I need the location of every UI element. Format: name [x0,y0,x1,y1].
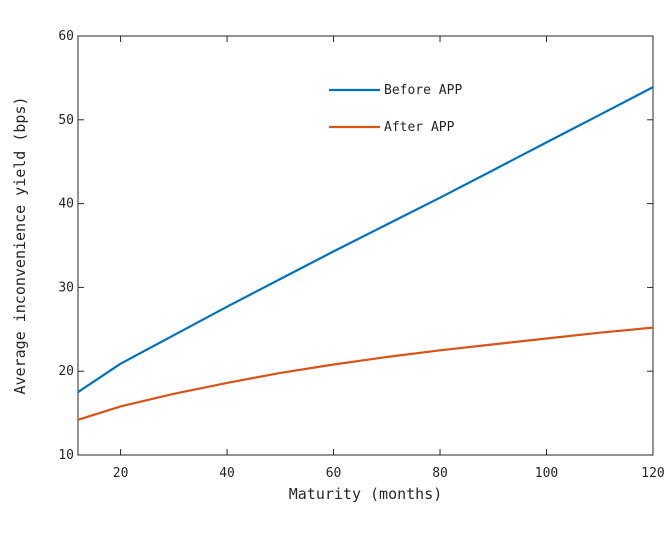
y-tick-label: 30 [58,280,74,295]
y-axis-label: Average inconvenience yield (bps) [11,96,29,394]
series-line-after-app [77,326,654,421]
x-tick-label: 100 [535,466,558,481]
y-tick-label: 60 [58,29,74,44]
legend-label: After APP [384,120,455,135]
x-tick-label: 80 [432,466,448,481]
chart-marks [77,86,654,421]
plot-area [77,35,654,456]
y-tick-label: 20 [58,364,74,379]
x-tick-label: 60 [326,466,342,481]
axis-ticks: 20 40 60 80 100 120 10 20 30 40 50 60 [58,29,664,481]
y-tick-label: 10 [58,448,74,463]
y-tick-label: 50 [58,113,74,128]
legend-label: Before APP [384,83,462,98]
x-tick-label: 20 [113,466,129,481]
legend: Before APP After APP [329,83,462,135]
x-axis-label: Maturity (months) [289,485,443,503]
x-tick-label: 40 [219,466,235,481]
series-line-before-app [77,86,654,394]
y-tick-label: 40 [58,197,74,212]
x-tick-label: 120 [641,466,664,481]
